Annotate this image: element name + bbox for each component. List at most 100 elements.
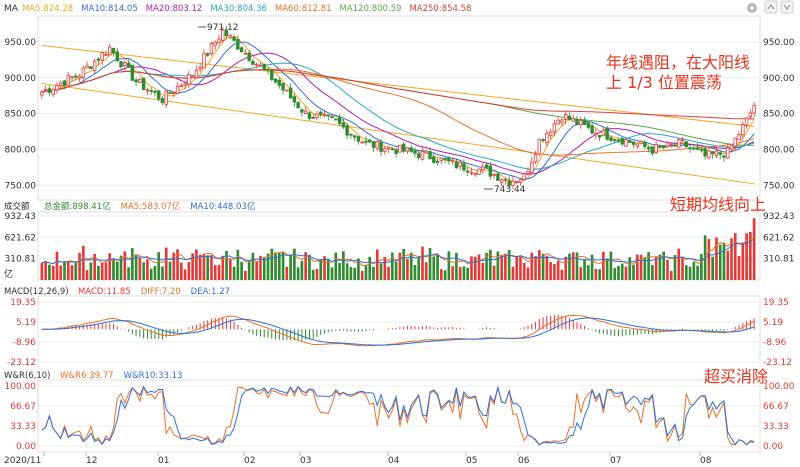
low-label: 743.44 [494, 185, 526, 195]
time-axis-label: 07 [610, 456, 621, 466]
candle-body [92, 60, 97, 71]
volume-bar [326, 258, 330, 280]
candle-body [484, 164, 489, 168]
axis-tick-label: 800.00 [5, 145, 37, 155]
volume-bar [285, 266, 289, 280]
candle-body [654, 144, 658, 154]
candle-body [266, 68, 270, 71]
volume-bar [530, 252, 534, 280]
candle-body [307, 112, 312, 119]
candle-body [473, 173, 477, 175]
scroll-up-button[interactable] [764, 0, 778, 14]
ma-line [41, 35, 755, 182]
volume-bar [586, 265, 590, 280]
candle-body [454, 161, 459, 169]
candle-body [601, 129, 606, 137]
volume-bar [662, 251, 665, 280]
volume-bar [511, 266, 515, 280]
volume-bar [357, 258, 360, 280]
volume-bar [549, 262, 552, 280]
volume-bar [692, 261, 696, 280]
candle-body [194, 69, 199, 78]
volume-bar [202, 253, 206, 280]
candle-body [47, 88, 52, 93]
volume-bar [583, 259, 586, 280]
volume-bar [221, 255, 225, 280]
volume-bar [700, 254, 703, 280]
volume-bar [345, 263, 349, 280]
candle-body [537, 139, 542, 155]
candle-body [661, 145, 666, 148]
axis-tick-label: 950.00 [5, 38, 37, 48]
candle-body [624, 139, 628, 147]
trend-channel [41, 45, 755, 185]
candle-body [518, 179, 523, 184]
candle-body [405, 147, 410, 152]
candle-body [258, 64, 263, 67]
candle-body [635, 143, 640, 147]
candle-body [156, 90, 161, 100]
volume-bar [749, 231, 752, 280]
volume-bar [462, 266, 466, 280]
candle-body [733, 137, 737, 147]
scroll-down-button[interactable] [780, 0, 794, 14]
volume-bar [458, 266, 462, 280]
volume-bar [492, 265, 496, 280]
candle-body [492, 173, 496, 177]
volume-bar [500, 255, 503, 280]
volume-bar [206, 255, 210, 280]
volume-bar [308, 254, 311, 280]
volume-bar [251, 252, 255, 280]
candle-body [153, 91, 157, 93]
candle-body [270, 70, 274, 80]
candle-body [202, 53, 206, 69]
ma-line [41, 62, 755, 170]
volume-bar [270, 248, 274, 280]
candle-body [432, 156, 436, 163]
candle-body [526, 170, 530, 174]
legend-entry: MA5:583.07亿 [121, 201, 181, 212]
candle-body [232, 36, 236, 41]
candle-body [356, 136, 361, 142]
volume-bar [179, 262, 183, 280]
candle-body [277, 79, 282, 86]
volume-bar [455, 252, 458, 280]
high-marker: 971.12 [198, 23, 239, 33]
volume-bar [338, 262, 341, 280]
volume-bar [236, 249, 240, 280]
volume-bar [673, 255, 677, 280]
volume-bar [78, 252, 81, 280]
candle-body [40, 91, 44, 96]
axis-tick-label: 621.62 [5, 233, 37, 243]
volume-bar [44, 261, 47, 280]
volume-ma5-line [41, 236, 755, 267]
volume-bar [391, 252, 394, 280]
channel-line [41, 45, 755, 127]
candle-body [349, 133, 353, 136]
candle-body [172, 92, 176, 94]
candle-body [296, 102, 300, 109]
candle-body [556, 119, 560, 125]
volume-bar [93, 253, 96, 280]
volume-bar [323, 256, 326, 280]
volume-bar [635, 254, 639, 280]
volume-bar [485, 252, 488, 280]
axis-tick-label: 66.67 [10, 402, 36, 412]
candle-body [462, 162, 466, 171]
volume-bar [119, 255, 123, 280]
volume-bar [277, 252, 281, 280]
volume-bar [259, 255, 262, 280]
time-axis: 2020/11 12 01 02 03 04 05 06 07 08 [4, 452, 712, 466]
settings-button[interactable] [747, 3, 757, 13]
volume-bar [602, 251, 605, 280]
volume-bar [741, 242, 745, 280]
candle-body [288, 87, 293, 99]
volume-bar [131, 248, 134, 280]
volume-bar [142, 262, 145, 280]
candle-body [605, 127, 609, 140]
volume-bar [560, 269, 564, 280]
volume-bar [255, 262, 259, 280]
volume-bar [164, 247, 168, 280]
volume-bar [304, 252, 307, 280]
